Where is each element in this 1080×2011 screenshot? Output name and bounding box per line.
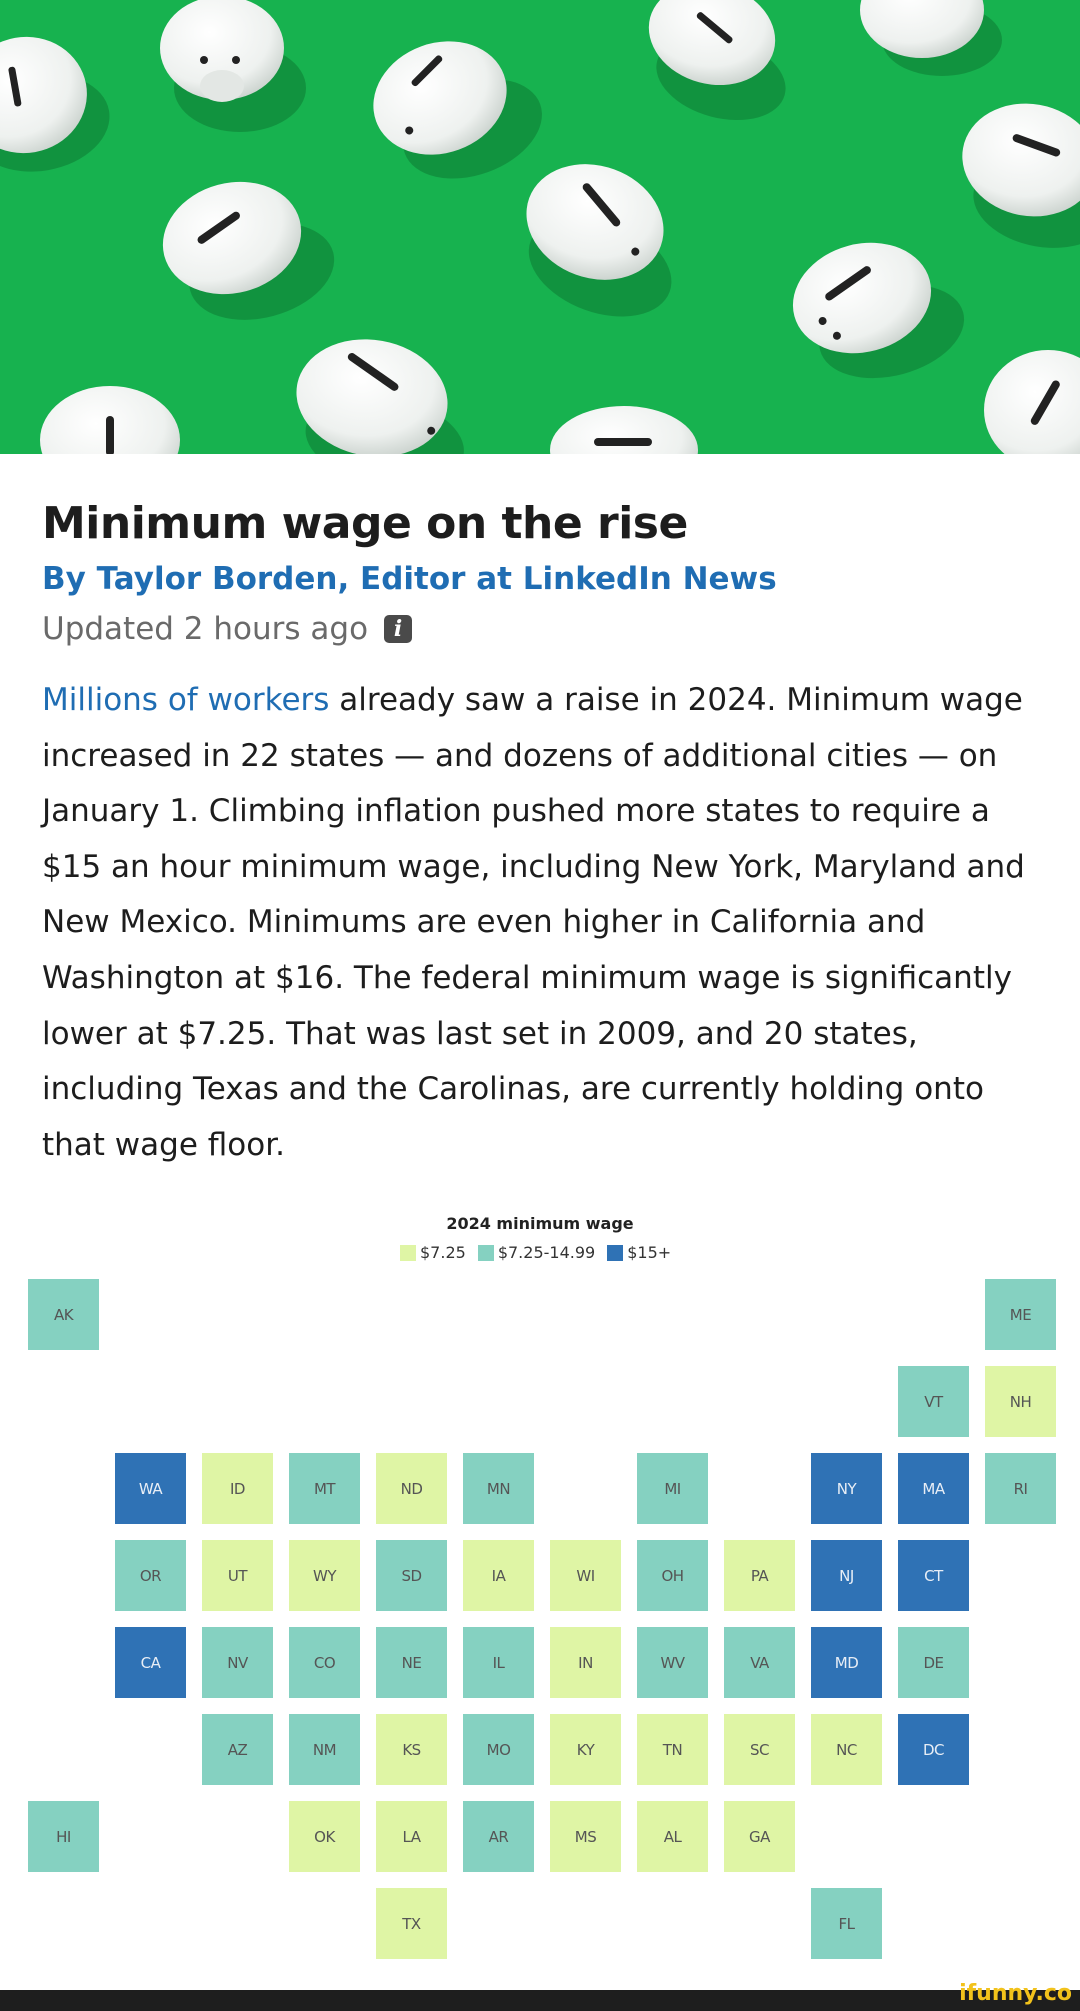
state-tile-ct: CT bbox=[898, 1540, 969, 1611]
state-tile-wi: WI bbox=[550, 1540, 621, 1611]
state-tile-ar: AR bbox=[463, 1801, 534, 1872]
article-title: Minimum wage on the rise bbox=[42, 498, 688, 549]
state-tile-tn: TN bbox=[637, 1714, 708, 1785]
piggy-bank-group bbox=[0, 0, 1080, 454]
footer-bar bbox=[0, 1990, 1080, 2011]
state-tile-ms: MS bbox=[550, 1801, 621, 1872]
state-tile-nc: NC bbox=[811, 1714, 882, 1785]
state-tile-al: AL bbox=[637, 1801, 708, 1872]
state-tile-la: LA bbox=[376, 1801, 447, 1872]
piggy-banks-illustration bbox=[0, 0, 1080, 454]
state-tile-ma: MA bbox=[898, 1453, 969, 1524]
state-tile-vt: VT bbox=[898, 1366, 969, 1437]
legend-swatch-low bbox=[400, 1244, 416, 1261]
legend-swatch-high bbox=[607, 1244, 624, 1261]
state-tile-ky: KY bbox=[550, 1714, 621, 1785]
state-tile-fl: FL bbox=[811, 1888, 882, 1959]
article: Minimum wage on the rise By Taylor Borde… bbox=[42, 495, 1052, 1173]
state-tile-az: AZ bbox=[202, 1714, 273, 1785]
state-tile-ia: IA bbox=[463, 1540, 534, 1611]
updated-text: Updated 2 hours ago bbox=[42, 611, 369, 647]
legend-label-low: $7.25 bbox=[420, 1243, 466, 1262]
state-tile-sd: SD bbox=[376, 1540, 447, 1611]
state-tile-me: ME bbox=[985, 1279, 1056, 1350]
state-tile-nd: ND bbox=[376, 1453, 447, 1524]
state-tile-ak: AK bbox=[28, 1279, 99, 1350]
state-tile-ny: NY bbox=[811, 1453, 882, 1524]
state-tile-ok: OK bbox=[289, 1801, 360, 1872]
state-tile-co: CO bbox=[289, 1627, 360, 1698]
updated-timestamp: Updated 2 hours ago i bbox=[42, 607, 1052, 651]
state-tile-mi: MI bbox=[637, 1453, 708, 1524]
legend-label-high: $15+ bbox=[627, 1243, 672, 1262]
state-tile-wy: WY bbox=[289, 1540, 360, 1611]
state-tile-in: IN bbox=[550, 1627, 621, 1698]
article-body-text: already saw a raise in 2024. Minimum wag… bbox=[42, 682, 1025, 1163]
state-tile-tx: TX bbox=[376, 1888, 447, 1959]
state-tile-nm: NM bbox=[289, 1714, 360, 1785]
ifunny-watermark: ifunny.co bbox=[959, 1981, 1072, 2006]
legend-item-low: $7.25 bbox=[400, 1243, 466, 1262]
millions-of-workers-link[interactable]: Millions of workers bbox=[42, 682, 330, 718]
state-tile-wv: WV bbox=[637, 1627, 708, 1698]
article-body: Millions of workers already saw a raise … bbox=[42, 673, 1052, 1173]
state-tile-hi: HI bbox=[28, 1801, 99, 1872]
state-tile-oh: OH bbox=[637, 1540, 708, 1611]
chart-legend: $7.25 $7.25-14.99 $15+ bbox=[400, 1243, 683, 1262]
state-tile-de: DE bbox=[898, 1627, 969, 1698]
state-tile-pa: PA bbox=[724, 1540, 795, 1611]
info-icon[interactable]: i bbox=[384, 615, 413, 643]
state-tile-md: MD bbox=[811, 1627, 882, 1698]
legend-swatch-mid bbox=[477, 1244, 494, 1261]
state-tile-ne: NE bbox=[376, 1627, 447, 1698]
state-tile-mn: MN bbox=[463, 1453, 534, 1524]
state-tile-id: ID bbox=[202, 1453, 273, 1524]
hero-image bbox=[0, 0, 1080, 454]
state-tile-nj: NJ bbox=[811, 1540, 882, 1611]
legend-item-mid: $7.25-14.99 bbox=[477, 1243, 596, 1262]
state-tile-wa: WA bbox=[115, 1453, 186, 1524]
chart-title: 2024 minimum wage bbox=[446, 1214, 634, 1233]
state-tile-ca: CA bbox=[115, 1627, 186, 1698]
state-tile-ri: RI bbox=[985, 1453, 1056, 1524]
state-tile-ga: GA bbox=[724, 1801, 795, 1872]
state-tile-mt: MT bbox=[289, 1453, 360, 1524]
author-byline-link[interactable]: By Taylor Borden, Editor at LinkedIn New… bbox=[42, 561, 777, 597]
state-tile-ut: UT bbox=[202, 1540, 273, 1611]
legend-item-high: $15+ bbox=[607, 1243, 671, 1262]
state-tile-va: VA bbox=[724, 1627, 795, 1698]
state-tile-dc: DC bbox=[898, 1714, 969, 1785]
state-tile-nh: NH bbox=[985, 1366, 1056, 1437]
state-tile-il: IL bbox=[463, 1627, 534, 1698]
state-tile-nv: NV bbox=[202, 1627, 273, 1698]
state-tile-or: OR bbox=[115, 1540, 186, 1611]
state-tile-sc: SC bbox=[724, 1714, 795, 1785]
state-tile-ks: KS bbox=[376, 1714, 447, 1785]
legend-label-mid: $7.25-14.99 bbox=[497, 1243, 596, 1262]
state-tile-mo: MO bbox=[463, 1714, 534, 1785]
